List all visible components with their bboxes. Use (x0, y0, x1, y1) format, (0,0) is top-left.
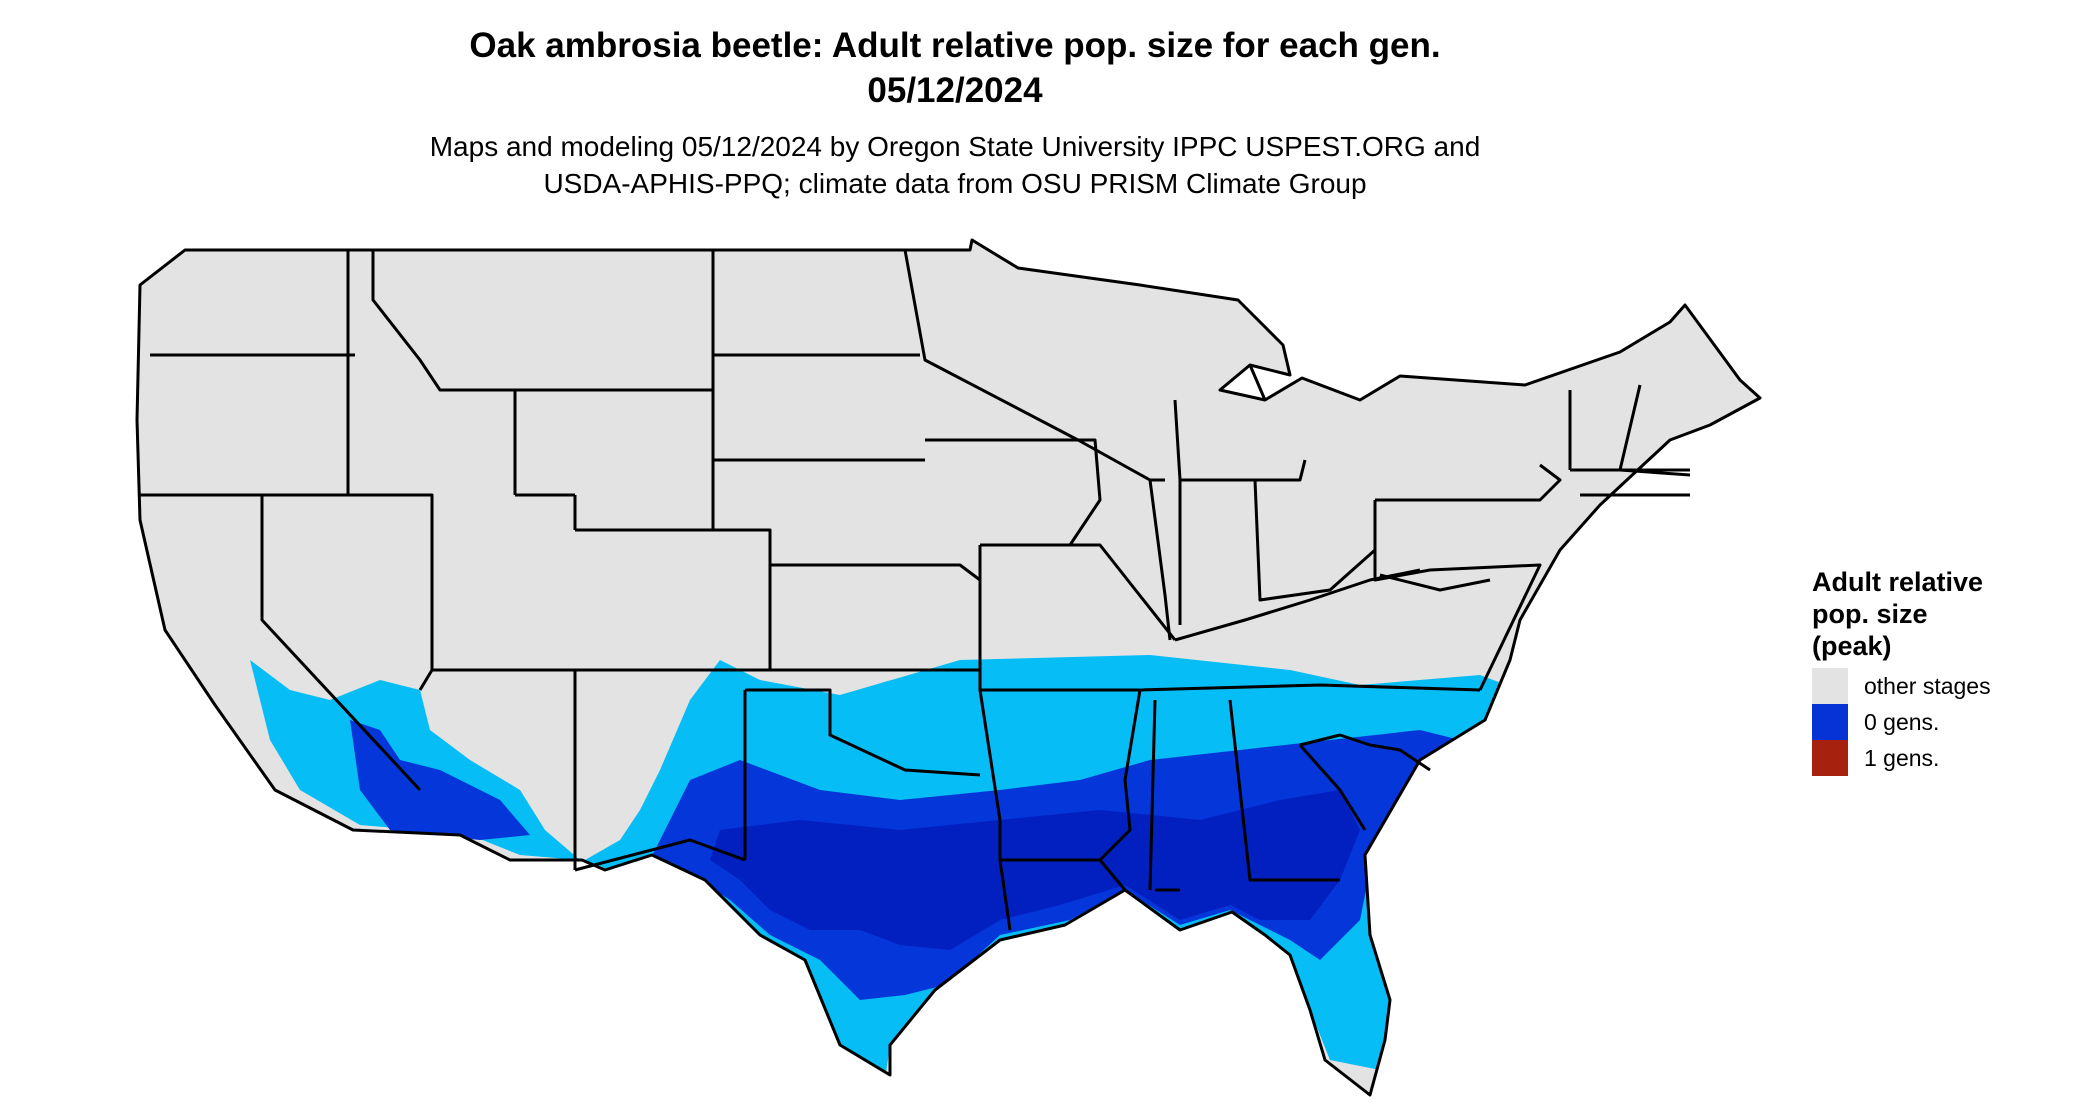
legend-title-line-3: (peak) (1812, 631, 1892, 661)
map-title-line-1: Oak ambrosia beetle: Adult relative pop.… (469, 26, 1441, 65)
map-title-date: 05/12/2024 (867, 71, 1043, 110)
population-overlay (250, 655, 1520, 1080)
us-outline (135, 238, 1762, 1097)
map-subtitle-line-1: Maps and modeling 05/12/2024 by Oregon S… (429, 131, 1481, 162)
legend-swatch-other-stages (1812, 668, 1848, 704)
state-borders (135, 238, 1762, 1097)
legend-label-other-stages: other stages (1864, 673, 1991, 699)
border-al-ga (1148, 699, 1340, 892)
border-idaho (346, 250, 517, 495)
pop-zone-dark (710, 790, 1360, 950)
border-mn-ia-mo (903, 249, 1177, 692)
legend-title-line-2: pop. size (1812, 599, 1928, 629)
border-ne-ks (770, 563, 981, 672)
map-subtitle-line-2: USDA-APHIS-PPQ; climate data from OSU PR… (543, 168, 1367, 199)
legend-label-0-gens: 0 gens. (1864, 709, 1940, 735)
border-wy-co-ut (573, 495, 772, 672)
pop-zone-mid-west (350, 720, 530, 840)
border-nm-ok-tx (574, 688, 981, 872)
legend-title-line-1: Adult relative (1812, 567, 1984, 597)
border-michigan (1173, 364, 1307, 482)
border-wi-il (1077, 438, 1172, 641)
border-new-england (1568, 384, 1691, 497)
legend-swatch-0-gens (1812, 704, 1848, 740)
border-pa-ny-va (1373, 463, 1562, 691)
border-dakotas (711, 250, 925, 530)
legend-swatch-1-gens (1812, 740, 1848, 776)
border-carolinas (1298, 733, 1431, 831)
legend-title: Adult relative pop. size (peak) (1812, 566, 1983, 662)
legend-label-1-gens: 1 gens. (1864, 745, 1940, 771)
border-ca-nv (260, 495, 422, 792)
border-ar-la-ms (978, 689, 1142, 931)
